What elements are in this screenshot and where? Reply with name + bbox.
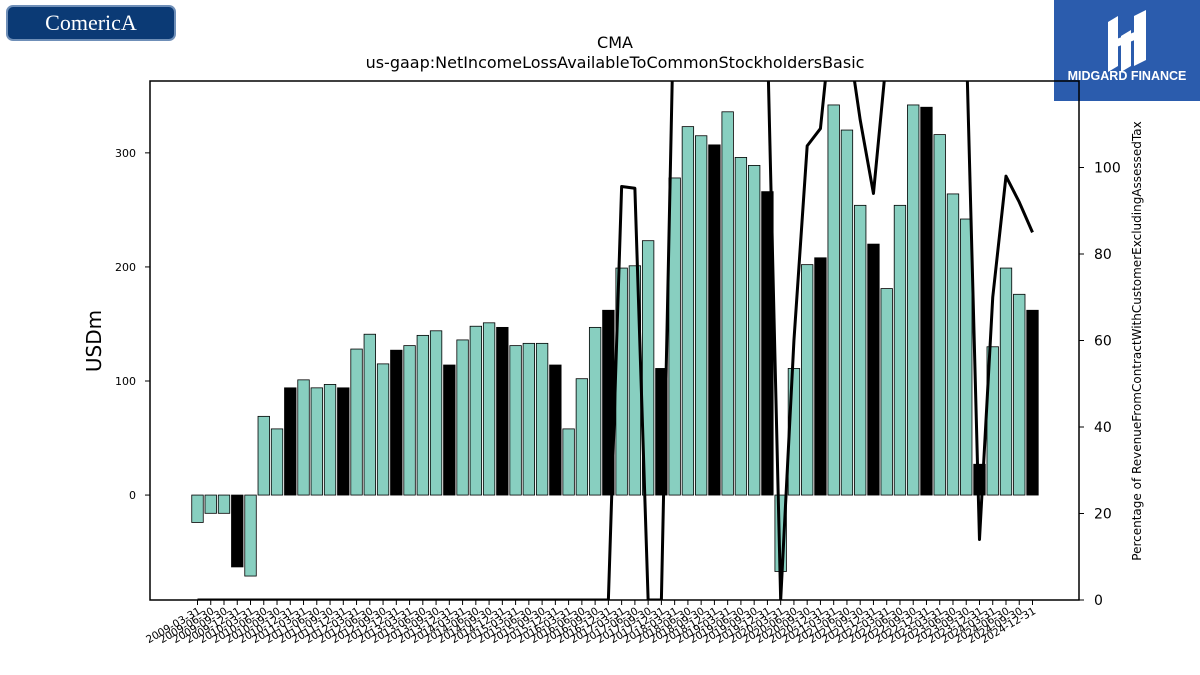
bar [191,494,204,523]
bar [562,428,575,496]
bar [231,494,244,568]
bar [721,111,734,496]
bar [522,342,535,496]
bar [907,104,920,496]
bar [854,204,867,496]
bar [867,243,880,496]
bar [496,326,509,496]
bar-layer [191,104,1039,577]
bar [456,339,469,496]
bar [1026,309,1039,496]
bar [920,106,933,496]
bar [469,325,482,496]
x-axis: 2009-03-312009-06-302009-09-302009-12-31… [144,600,1038,646]
line-layer [197,81,1034,600]
bar [337,387,350,496]
y-tick-label: 100 [115,375,136,388]
y2-tick-label: 60 [1094,334,1112,350]
bar [814,257,827,496]
bar [310,387,323,496]
bar [801,264,814,496]
bar [363,333,376,496]
bar [482,322,496,496]
bar [575,378,589,496]
bar [376,363,390,496]
midgard-mark-icon [1108,10,1146,72]
bar [999,267,1013,496]
comerica-logo-text: ComericA [45,10,137,35]
bar [960,218,973,496]
y2-tick-label: 40 [1094,420,1112,436]
line-series [197,81,1034,600]
bar [641,240,655,496]
comerica-logo: ComericA [6,5,176,41]
bar [217,494,231,514]
bar [509,345,522,496]
bar [323,384,337,496]
midgard-logo-text: MIDGARD FINANCE [1068,69,1187,83]
bar [297,379,310,496]
bar [1013,293,1026,496]
bar [204,494,217,514]
chart-subtitle: us-gaap:NetIncomeLossAvailableToCommonSt… [366,53,865,72]
y2-axis: 0 20 40 60 80 100 [1079,161,1121,609]
bar [893,204,907,496]
y2-axis-label: Percentage of RevenueFromContractWithCus… [1130,121,1144,560]
y2-tick-label: 100 [1094,161,1121,177]
bar [257,415,270,496]
bar [535,342,549,496]
bar [946,193,960,496]
y2-tick-label: 0 [1094,593,1103,609]
bar [681,126,695,496]
bar [403,345,416,496]
bar [429,330,443,496]
chart-title: CMA [597,33,633,52]
y2-tick-label: 80 [1094,247,1112,263]
bar [655,368,668,496]
bar [708,144,721,496]
bar [748,165,761,496]
bar [549,364,562,496]
bar [390,349,403,496]
bar [443,364,456,496]
y-tick-label: 0 [129,489,136,502]
y-tick-label: 300 [115,147,136,160]
y-axis: 0 100 200 300 [115,147,150,502]
bar [933,134,946,496]
bar [284,387,297,496]
bar [244,494,257,577]
bar [827,104,840,496]
bar [588,326,602,496]
bar [416,334,429,496]
bar [270,428,284,496]
y-axis-label: USDm [82,310,106,372]
bar [350,348,363,496]
y-tick-label: 200 [115,261,136,274]
bar [668,177,681,496]
bar [880,288,893,496]
bar [840,129,854,496]
y2-tick-label: 20 [1094,507,1112,523]
bar [695,135,708,496]
bar [734,157,748,496]
